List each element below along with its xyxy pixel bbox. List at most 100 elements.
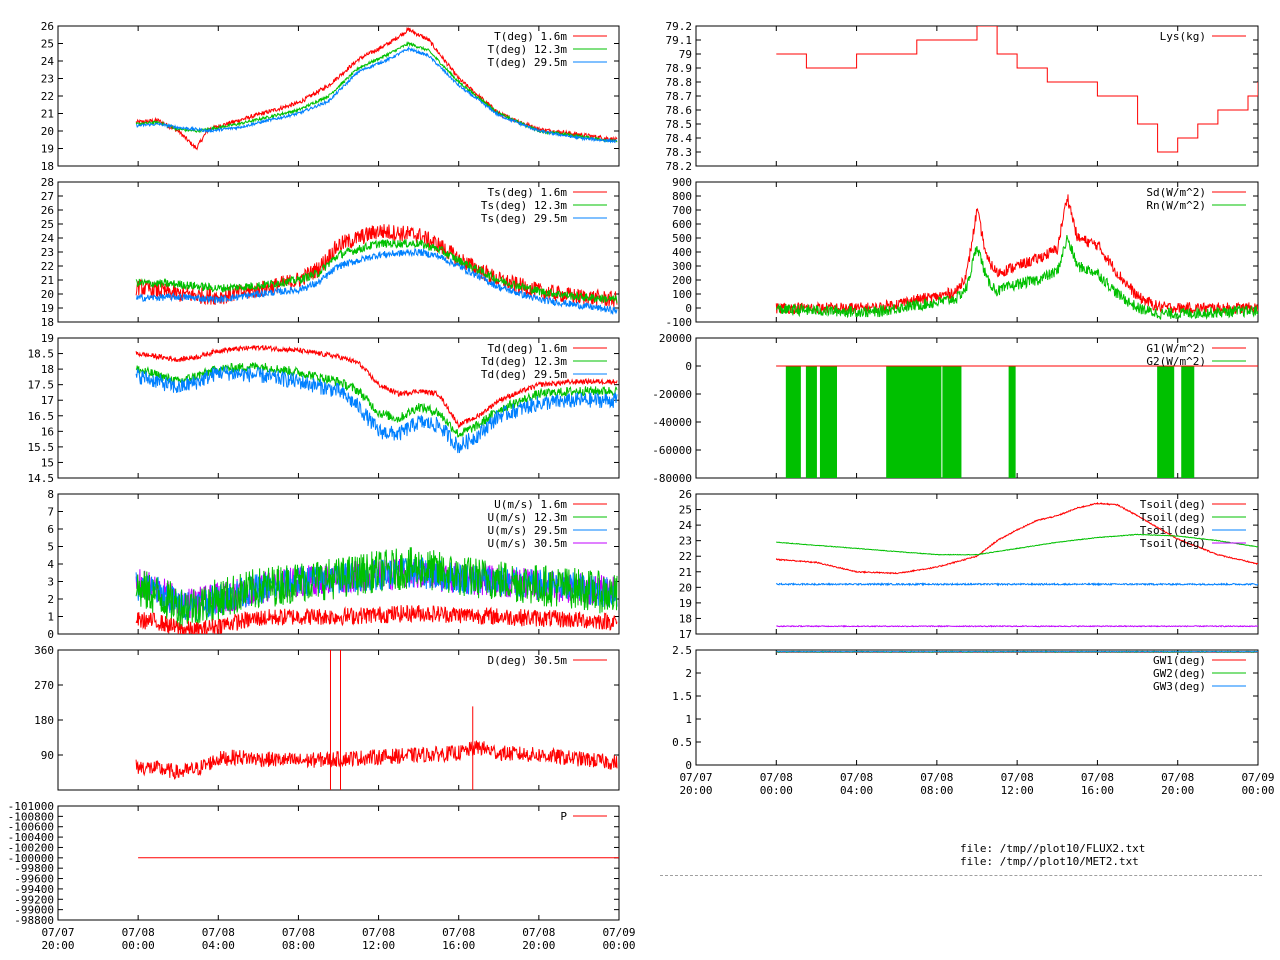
- legend-label: GW1(deg): [1153, 654, 1206, 667]
- series-line-0: [775, 501, 1258, 575]
- y-tick-label: 28: [41, 176, 54, 189]
- legend-label: G1(W/m^2): [1146, 342, 1206, 355]
- y-tick-label: 16: [41, 425, 54, 438]
- panel-frame: [57, 805, 620, 921]
- x-tick-label-left: 07/09: [602, 926, 635, 939]
- x-tick-label-right: 08:00: [920, 784, 953, 797]
- legend-label: Ts(deg) 29.5m: [481, 212, 567, 225]
- y-tick-label: 26: [679, 488, 692, 501]
- x-tick-label-left: 07/08: [122, 926, 155, 939]
- y-tick-label: 79: [679, 48, 692, 61]
- series-group: [135, 547, 618, 634]
- y-tick-label: 90: [41, 749, 54, 762]
- x-tick-label-left: 07/08: [522, 926, 555, 939]
- y-tick-label: 1: [47, 611, 54, 624]
- y-tick-label: 79.1: [666, 34, 693, 47]
- series-line-2: [136, 46, 618, 144]
- y-tick-label: 21: [41, 274, 54, 287]
- series-line-0: [135, 604, 618, 634]
- series-line-0: [135, 344, 618, 430]
- y-tick-label: 78.6: [666, 104, 693, 117]
- y-tick-label: 0: [47, 628, 54, 641]
- y-tick-label: 0: [685, 360, 692, 373]
- y-tick-label: 25: [41, 38, 54, 51]
- legend-label: Sd(W/m^2): [1146, 186, 1206, 199]
- panel-U: 0 1 2 3 4 5 6 7 8 U(m/s) 1.6mU(m/s) 12.3mU(m/s) 2…: [47, 488, 620, 641]
- y-tick-label: 78.7: [666, 90, 693, 103]
- series-group: [776, 26, 1258, 153]
- legend-label: Rn(W/m^2): [1146, 199, 1206, 212]
- y-tick-label: 19: [41, 332, 54, 345]
- y-tick-label: 19: [41, 143, 54, 156]
- y-tick-label: 0: [685, 302, 692, 315]
- y-tick-label: 100: [672, 288, 692, 301]
- series-line-1: [135, 362, 618, 438]
- y-tick-label: 800: [672, 190, 692, 203]
- legend-label: T(deg) 29.5m: [488, 56, 568, 69]
- series-line-0: [135, 26, 618, 151]
- series-line-0: [135, 224, 618, 307]
- y-tick-label: 19: [679, 597, 692, 610]
- y-tick-label: 18: [41, 316, 54, 329]
- x-tick-label-right: 20:00: [679, 784, 712, 797]
- y-tick-label: 26: [41, 204, 54, 217]
- series-line-2: [775, 582, 1258, 587]
- legend-label: G2(W/m^2): [1146, 355, 1206, 368]
- series-line-1: [775, 235, 1258, 321]
- legend-label: Ts(deg) 1.6m: [488, 186, 568, 199]
- x-tick-label-right: 07/07: [679, 771, 712, 784]
- y-tick-label: 20000: [659, 332, 692, 345]
- y-tick-label: 78.8: [666, 76, 693, 89]
- y-tick-label: 2: [47, 593, 54, 606]
- y-tick-label: 0: [685, 759, 692, 772]
- y-tick-label: -99200: [14, 893, 54, 906]
- legend-label: GW3(deg): [1153, 680, 1206, 693]
- legend-label: Tsoil(deg): [1140, 498, 1206, 511]
- series-group: [135, 344, 618, 454]
- y-tick-label: -60000: [652, 444, 692, 457]
- series-line-1: [776, 533, 1258, 556]
- x-tick-label-left: 12:00: [362, 939, 395, 952]
- y-tick-label: 4: [47, 558, 54, 571]
- y-tick-label: 200: [672, 274, 692, 287]
- series-line-1: [135, 547, 618, 628]
- x-tick-label-left: 16:00: [442, 939, 475, 952]
- y-tick-label: 17: [679, 628, 692, 641]
- y-tick-label: 23: [41, 246, 54, 259]
- x-tick-label-left: 00:00: [602, 939, 635, 952]
- x-tick-label-right: 07/08: [760, 771, 793, 784]
- y-tick-label: 500: [672, 232, 692, 245]
- legend-label: P: [560, 810, 567, 823]
- legend-label: Td(deg) 1.6m: [488, 342, 568, 355]
- y-tick-label: -99600: [14, 873, 54, 886]
- y-tick-label: 78.5: [666, 118, 693, 131]
- x-tick-label-right: 20:00: [1161, 784, 1194, 797]
- y-tick-label: 700: [672, 204, 692, 217]
- y-tick-label: 300: [672, 260, 692, 273]
- y-tick-label: -100200: [8, 841, 54, 854]
- y-tick-label: -100600: [8, 821, 54, 834]
- x-tick-label-left: 04:00: [202, 939, 235, 952]
- y-tick-label: 17: [41, 394, 54, 407]
- y-tick-label: -100: [666, 316, 693, 329]
- y-tick-label: 27: [41, 190, 54, 203]
- x-tick-label-left: 07/08: [362, 926, 395, 939]
- y-tick-label: 25: [41, 218, 54, 231]
- series-group: [775, 650, 1258, 654]
- y-tick-label: 600: [672, 218, 692, 231]
- y-tick-label: 6: [47, 523, 54, 536]
- y-tick-label: 22: [679, 550, 692, 563]
- y-tick-label: 22: [41, 90, 54, 103]
- y-tick-label: 23: [41, 73, 54, 86]
- y-tick-label: 25: [679, 504, 692, 517]
- legend-label: U(m/s) 30.5m: [488, 537, 568, 550]
- y-tick-label: 21: [679, 566, 692, 579]
- y-tick-label: -101000: [8, 800, 54, 813]
- y-tick-label: 14.5: [28, 472, 55, 485]
- legend-label: Lys(kg): [1160, 30, 1206, 43]
- x-tick-label-right: 04:00: [840, 784, 873, 797]
- legend-label: U(m/s) 29.5m: [488, 524, 568, 537]
- series-line-0: [135, 740, 618, 780]
